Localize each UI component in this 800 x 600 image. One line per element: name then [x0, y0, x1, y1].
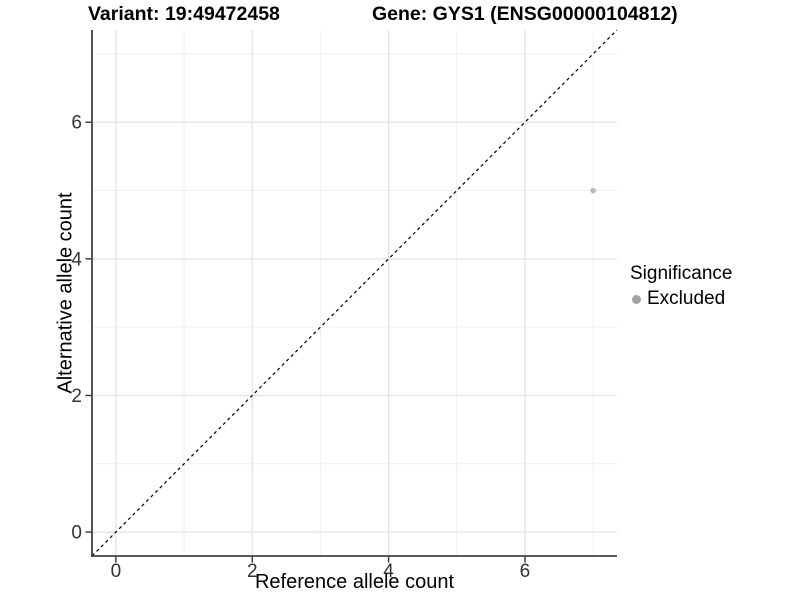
legend-point-icon	[632, 294, 641, 304]
y-tick-label: 2	[71, 386, 82, 407]
x-tick-label: 6	[520, 561, 531, 582]
y-axis-title: Alternative allele count	[54, 192, 77, 394]
identity-line	[91, 29, 618, 557]
plot-title-variant: Variant: 19:49472458	[88, 3, 280, 25]
x-axis-title: Reference allele count	[254, 571, 454, 593]
legend-item-label: Excluded	[647, 288, 726, 309]
plot-title-gene: Gene: GYS1 (ENSG00000104812)	[372, 3, 678, 25]
legend-item: Excluded	[630, 288, 732, 310]
x-tick-label: 4	[383, 561, 394, 582]
y-tick-label: 4	[71, 249, 82, 270]
legend-title: Significance	[630, 263, 733, 284]
legend: Significance Excluded	[630, 263, 732, 310]
x-tick-label: 2	[247, 561, 258, 582]
legend-items: Excluded	[630, 288, 732, 310]
data-point	[590, 187, 596, 194]
y-tick-label: 0	[71, 523, 82, 544]
x-tick-label: 0	[111, 561, 122, 582]
y-tick-label: 6	[71, 113, 82, 134]
